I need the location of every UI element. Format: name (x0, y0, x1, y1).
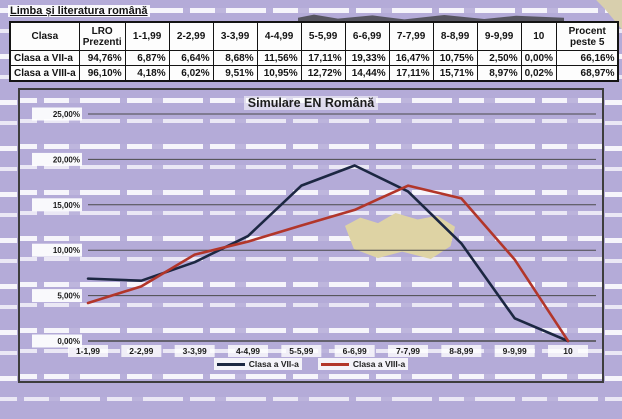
table-body: Clasa a VII-a 94,76% 6,87% 6,64% 8,68% 11,56%… (9, 50, 619, 82)
xtick-label: 10 (563, 346, 573, 356)
ytick-bg (32, 152, 82, 166)
ytick-label: 20,00% (53, 155, 80, 164)
value-cell: 17,11% (300, 50, 346, 66)
value-cell: 12,72% (300, 65, 346, 82)
value-cell: 68,97% (555, 65, 619, 82)
column-header-5: 4-4,99 (256, 21, 302, 51)
row-label: Clasa a VIII-a (9, 65, 80, 82)
column-header-8: 7-7,99 (388, 21, 434, 51)
ytick-bg (32, 334, 82, 348)
xtick-bg (334, 345, 375, 357)
xtick-label: 4-4,99 (236, 346, 260, 356)
series-line-0 (86, 164, 570, 343)
table-row-1: Clasa a VIII-a 96,10% 4,18% 6,02% 9,51% 10,95… (9, 65, 619, 82)
value-cell: 6,64% (168, 50, 214, 66)
series-line-1 (86, 184, 570, 343)
ytick-bg (32, 243, 82, 257)
table-header: Clasa LRO Prezenti 1-1,99 2-2,99 3-3,99 4-4,9… (9, 21, 619, 51)
xtick-label: 7-7,99 (396, 346, 420, 356)
xtick-label: 1-1,99 (76, 346, 100, 356)
value-cell: 2,50% (476, 50, 522, 66)
legend-swatch (320, 362, 349, 366)
value-cell: 0,00% (520, 50, 557, 66)
xtick-bg (68, 345, 108, 357)
value-cell: 17,11% (388, 65, 434, 82)
value-cell: 0,02% (520, 65, 557, 82)
legend-item-0: Clasa a VII-a (213, 358, 302, 370)
ytick-label: 10,00% (53, 246, 80, 255)
value-cell: 8,68% (212, 50, 258, 66)
column-header-3: 2-2,99 (168, 21, 214, 51)
column-header-6: 5-5,99 (300, 21, 346, 51)
legend-label: Clasa a VII-a (248, 359, 299, 369)
xtick-bg (441, 345, 482, 357)
chart-legend: Clasa a VII-a Clasa a VIII-a (20, 358, 602, 370)
xtick-bg (388, 345, 428, 357)
xtick-bg (494, 345, 535, 357)
ytick-bg (32, 198, 82, 212)
ytick-bg (32, 107, 82, 121)
xtick-bg (281, 345, 322, 357)
xtick-label: 9-9,99 (503, 346, 527, 356)
xtick-label: 2-2,99 (129, 346, 153, 356)
xtick-bg (121, 345, 162, 357)
value-cell: 19,33% (344, 50, 390, 66)
chart-title: Simulare EN Română (20, 96, 602, 110)
value-cell: 6,87% (124, 50, 170, 66)
results-table: Clasa LRO Prezenti 1-1,99 2-2,99 3-3,99 4-4,9… (9, 21, 620, 82)
value-cell: 15,71% (432, 65, 478, 82)
value-cell: 8,97% (476, 65, 522, 82)
column-header-7: 6-6,99 (344, 21, 390, 51)
legend-label: Clasa a VIII-a (352, 359, 406, 369)
xtick-label: 8-8,99 (449, 346, 473, 356)
value-cell: 10,75% (432, 50, 478, 66)
table-header-row: Clasa LRO Prezenti 1-1,99 2-2,99 3-3,99 4-4,9… (9, 21, 619, 51)
xtick-bg (228, 345, 268, 357)
column-header-4: 3-3,99 (212, 21, 258, 51)
value-cell: 14,44% (344, 65, 390, 82)
xtick-label: 5-5,99 (289, 346, 313, 356)
value-cell: 66,16% (555, 50, 619, 66)
legend-swatch (216, 362, 245, 366)
column-header-0: Clasa (9, 21, 80, 51)
xtick-bg (548, 345, 588, 357)
column-header-10: 9-9,99 (476, 21, 522, 51)
column-header-9: 8-8,99 (432, 21, 478, 51)
table-row-0: Clasa a VII-a 94,76% 6,87% 6,64% 8,68% 11,56%… (9, 50, 619, 66)
value-cell: 6,02% (168, 65, 214, 82)
ytick-label: 15,00% (53, 201, 80, 210)
value-cell: 9,51% (212, 65, 258, 82)
xtick-label: 3-3,99 (183, 346, 207, 356)
ytick-label: 5,00% (57, 292, 80, 301)
chart-plot-area: 0,00% 5,00% 10,00% 15,00% 20,00% 25,00% 1-1,99… (32, 107, 596, 357)
xtick-bg (174, 345, 215, 357)
value-cell: 4,18% (124, 65, 170, 82)
value-cell: 16,47% (388, 50, 434, 66)
xtick-label: 6-6,99 (343, 346, 367, 356)
value-cell: 11,56% (256, 50, 302, 66)
column-header-1: LRO Prezenti (78, 21, 126, 51)
value-cell: 10,95% (256, 65, 302, 82)
value-cell: 94,76% (78, 50, 126, 66)
legend-item-1: Clasa a VIII-a (317, 358, 409, 370)
ytick-bg (32, 289, 82, 303)
column-header-2: 1-1,99 (124, 21, 170, 51)
column-header-12: Procent peste 5 (555, 21, 619, 51)
ytick-label: 0,00% (57, 337, 80, 346)
column-header-11: 10 (520, 21, 557, 51)
page-title: Limba și literatura română (8, 5, 150, 17)
ytick-label: 25,00% (53, 110, 80, 119)
line-chart: Simulare EN Română 0,00% 5,00% 10,00% 15,00… (18, 88, 604, 383)
value-cell: 96,10% (78, 65, 126, 82)
row-label: Clasa a VII-a (9, 50, 80, 66)
scan-smudge-artifact (298, 14, 564, 21)
